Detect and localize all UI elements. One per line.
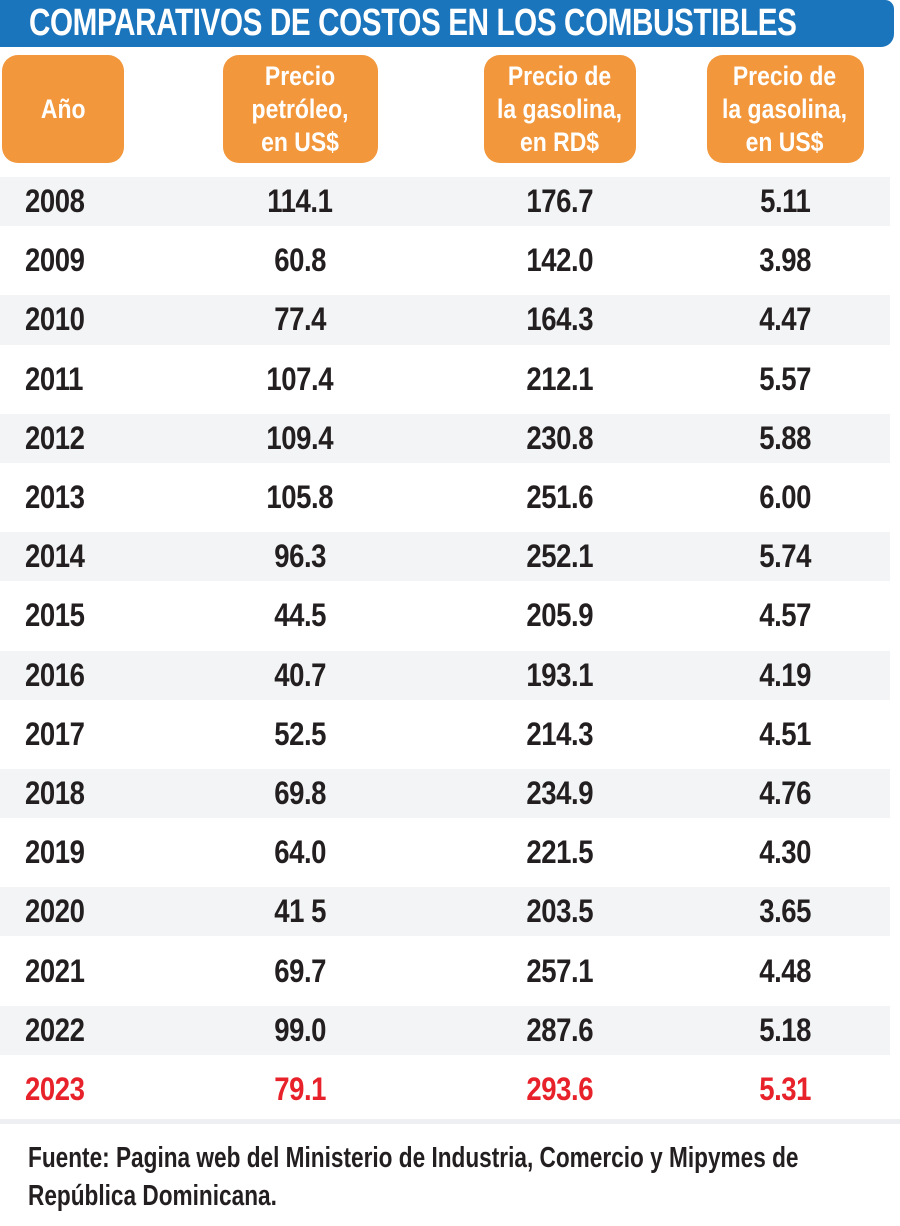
header-year-label: Año	[40, 93, 86, 124]
table-row: 2020 41 5 203.5 3.65	[0, 882, 890, 942]
table-row: 2022 99.0 287.6 5.18	[0, 1000, 890, 1060]
cell-gasoline-price-rd: 164.3	[526, 301, 594, 338]
cell-gasoline-price-usd: 4.51	[759, 715, 811, 752]
table-row: 2016 40.7 193.1 4.19	[0, 645, 890, 705]
cell-gasoline-price-usd: 6.00	[759, 479, 811, 516]
header-gasoline-price-rd: Precio de la gasolina, en RD$	[484, 55, 636, 163]
table-row: 2021 69.7 257.1 4.48	[0, 941, 890, 1000]
header-gasoline-price-usd-label: Precio de la gasolina, en US$	[722, 60, 848, 157]
cell-gasoline-price-rd: 234.9	[526, 774, 594, 811]
cell-oil-price-usd: 96.3	[274, 538, 326, 575]
cell-year: 2010	[25, 301, 85, 338]
cell-oil-price-usd: 99.0	[274, 1011, 326, 1048]
table-row: 2012 109.4 230.8 5.88	[0, 408, 890, 468]
cell-oil-price-usd: 52.5	[274, 715, 326, 752]
cell-oil-price-usd: 69.7	[274, 952, 326, 989]
cell-year: 2011	[25, 360, 83, 397]
table-row: 2014 96.3 252.1 5.74	[0, 527, 890, 587]
cell-year: 2015	[25, 597, 85, 634]
cell-gasoline-price-usd: 4.47	[759, 301, 811, 338]
cell-year: 2018	[25, 774, 85, 811]
cell-year: 2009	[25, 242, 85, 279]
cell-oil-price-usd: 79.1	[274, 1070, 326, 1107]
cell-gasoline-price-rd: 287.6	[526, 1011, 594, 1048]
cell-year: 2019	[25, 834, 85, 871]
page-title: COMPARATIVOS DE COSTOS EN LOS COMBUSTIBL…	[29, 2, 797, 44]
header-year: Año	[2, 55, 124, 163]
table-row: 2013 105.8 251.6 6.00	[0, 468, 890, 527]
cell-year: 2023	[25, 1070, 85, 1107]
cell-year: 2016	[25, 656, 85, 693]
table-row: 2017 52.5 214.3 4.51	[0, 705, 890, 764]
footer: Fuente: Pagina web del Ministerio de Ind…	[0, 1119, 900, 1215]
cell-gasoline-price-rd: 293.6	[526, 1070, 594, 1107]
cell-gasoline-price-usd: 3.65	[759, 893, 811, 930]
cell-gasoline-price-rd: 252.1	[526, 538, 594, 575]
cell-oil-price-usd: 107.4	[266, 360, 334, 397]
cell-gasoline-price-usd: 5.74	[759, 538, 811, 575]
cell-oil-price-usd: 44.5	[274, 597, 326, 634]
cell-gasoline-price-rd: 205.9	[526, 597, 594, 634]
cell-gasoline-price-usd: 5.18	[759, 1011, 811, 1048]
table-row: 2011 107.4 212.1 5.57	[0, 350, 890, 409]
table-row: 2015 44.5 205.9 4.57	[0, 586, 890, 645]
header-gasoline-price-rd-label: Precio de la gasolina, en RD$	[497, 60, 623, 157]
cell-gasoline-price-rd: 257.1	[526, 952, 594, 989]
cell-gasoline-price-rd: 214.3	[526, 715, 594, 752]
cell-gasoline-price-usd: 3.98	[759, 242, 811, 279]
cell-gasoline-price-usd: 4.76	[759, 774, 811, 811]
table-row: 2018 69.8 234.9 4.76	[0, 763, 890, 824]
cell-oil-price-usd: 114.1	[267, 183, 333, 220]
column-headers: Año Precio petróleo, en US$ Precio de la…	[0, 55, 890, 163]
table-row: 2010 77.4 164.3 4.47	[0, 290, 890, 350]
cell-oil-price-usd: 105.8	[266, 479, 334, 516]
header-oil-price-usd-label: Precio petróleo, en US$	[251, 60, 349, 157]
cell-gasoline-price-usd: 4.48	[759, 952, 811, 989]
cell-year: 2020	[25, 893, 85, 930]
header-gasoline-price-usd: Precio de la gasolina, en US$	[706, 55, 864, 163]
cell-gasoline-price-usd: 5.88	[759, 419, 811, 456]
cell-oil-price-usd: 40.7	[274, 656, 326, 693]
cell-oil-price-usd: 41 5	[274, 893, 326, 930]
cell-oil-price-usd: 77.4	[274, 301, 326, 338]
cell-gasoline-price-rd: 230.8	[526, 419, 594, 456]
cell-gasoline-price-rd: 221.5	[526, 834, 594, 871]
cell-oil-price-usd: 109.4	[266, 419, 334, 456]
table-row: 2008 114.1 176.7 5.11	[0, 172, 890, 232]
cell-oil-price-usd: 69.8	[274, 774, 326, 811]
cell-year: 2008	[25, 183, 85, 220]
cell-year: 2017	[25, 715, 85, 752]
header-oil-price-usd: Precio petróleo, en US$	[222, 55, 378, 163]
cell-gasoline-price-usd: 4.19	[759, 656, 811, 693]
cell-year: 2012	[25, 419, 85, 456]
cell-year: 2014	[25, 538, 85, 575]
cell-year: 2022	[25, 1011, 85, 1048]
source-note: Fuente: Pagina web del Ministerio de Ind…	[28, 1142, 799, 1212]
title-bar: COMPARATIVOS DE COSTOS EN LOS COMBUSTIBL…	[0, 0, 894, 47]
cell-gasoline-price-usd: 4.57	[759, 597, 811, 634]
cell-gasoline-price-rd: 212.1	[526, 360, 594, 397]
cell-oil-price-usd: 60.8	[274, 242, 326, 279]
cell-gasoline-price-rd: 203.5	[526, 893, 594, 930]
cell-year: 2021	[25, 952, 85, 989]
cell-gasoline-price-usd: 5.31	[759, 1070, 811, 1107]
cell-year: 2013	[25, 479, 85, 516]
cell-gasoline-price-usd: 4.30	[759, 834, 811, 871]
cell-oil-price-usd: 64.0	[274, 834, 326, 871]
cell-gasoline-price-rd: 193.1	[526, 656, 594, 693]
table-row: 2023 79.1 293.6 5.31	[0, 1060, 890, 1119]
cell-gasoline-price-rd: 142.0	[526, 242, 594, 279]
table-body: 2008 114.1 176.7 5.11 2009 60.8 142.0 3.…	[0, 172, 890, 1119]
cell-gasoline-price-rd: 251.6	[526, 479, 594, 516]
cell-gasoline-price-usd: 5.57	[759, 360, 811, 397]
cell-gasoline-price-rd: 176.7	[526, 183, 594, 220]
cell-gasoline-price-usd: 5.11	[759, 183, 811, 220]
table-row: 2019 64.0 221.5 4.30	[0, 823, 890, 882]
table-row: 2009 60.8 142.0 3.98	[0, 231, 890, 290]
